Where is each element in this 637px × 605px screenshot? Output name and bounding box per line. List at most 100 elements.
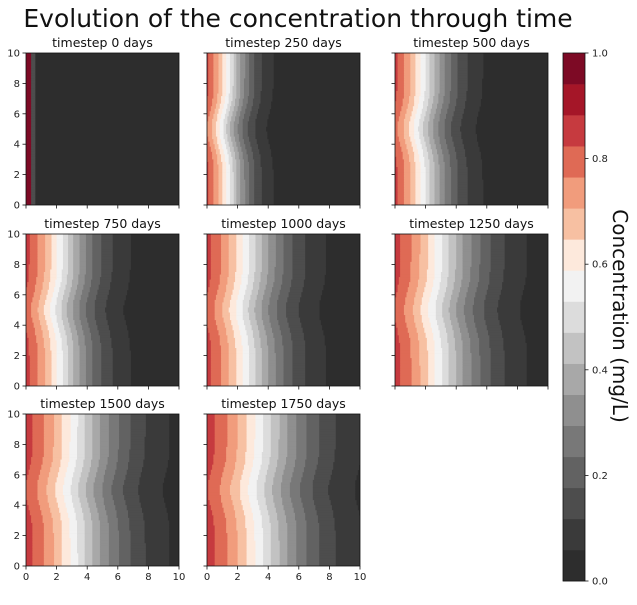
contour-band bbox=[456, 266, 463, 270]
contour-band bbox=[261, 58, 274, 61]
contour-band bbox=[94, 312, 107, 316]
contour-band bbox=[61, 520, 70, 524]
contour-band bbox=[37, 360, 46, 364]
contour-band bbox=[29, 261, 38, 265]
contour-band bbox=[466, 161, 483, 165]
contour-band bbox=[85, 310, 96, 313]
contour-band bbox=[221, 249, 230, 253]
contour-band bbox=[395, 116, 400, 120]
contour-band bbox=[456, 236, 463, 240]
contour-band bbox=[252, 282, 260, 286]
contour-band bbox=[43, 416, 55, 420]
contour-band bbox=[26, 310, 32, 313]
contour-band bbox=[215, 123, 221, 127]
contour-band bbox=[31, 103, 36, 107]
contour-band bbox=[221, 378, 230, 382]
contour-band bbox=[236, 269, 244, 273]
contour-band bbox=[61, 429, 72, 433]
contour-band bbox=[26, 192, 32, 196]
contour-band bbox=[217, 96, 222, 99]
contour-band bbox=[409, 131, 415, 135]
contour-band bbox=[465, 103, 481, 107]
contour-band bbox=[51, 264, 57, 268]
contour-band bbox=[29, 259, 38, 263]
contour-band bbox=[425, 60, 430, 64]
contour-band bbox=[45, 355, 52, 359]
contour-band bbox=[261, 182, 274, 186]
contour-band bbox=[444, 182, 452, 186]
contour-band bbox=[229, 199, 235, 203]
panel-frame bbox=[394, 52, 549, 206]
contour-band bbox=[84, 335, 92, 339]
contour-band bbox=[221, 256, 230, 260]
contour-band bbox=[247, 277, 255, 280]
contour-band bbox=[43, 307, 51, 311]
contour-band bbox=[448, 266, 457, 270]
contour-band bbox=[37, 264, 46, 268]
contour-band bbox=[117, 459, 130, 463]
contour-band bbox=[113, 474, 126, 478]
contour-band bbox=[226, 80, 231, 84]
contour-band bbox=[50, 302, 57, 306]
contour-band bbox=[444, 194, 452, 198]
contour-band bbox=[50, 279, 56, 283]
contour-band bbox=[444, 199, 452, 203]
contour-band bbox=[429, 299, 437, 303]
contour-band bbox=[480, 236, 492, 240]
contour-band bbox=[45, 261, 52, 265]
contour-band bbox=[79, 378, 87, 382]
contour-band bbox=[261, 375, 269, 379]
contour-band bbox=[269, 320, 279, 324]
contour-band bbox=[69, 530, 78, 534]
contour-band bbox=[117, 452, 130, 455]
contour-band bbox=[448, 350, 457, 354]
contour-band bbox=[438, 101, 444, 105]
contour-band bbox=[31, 302, 40, 306]
contour-band bbox=[210, 363, 222, 367]
contour-band bbox=[395, 277, 400, 280]
contour-band bbox=[411, 239, 421, 242]
contour-band bbox=[305, 340, 325, 344]
contour-band bbox=[456, 246, 463, 250]
contour-band bbox=[26, 164, 32, 168]
contour-band bbox=[254, 174, 263, 178]
contour-band bbox=[45, 363, 52, 367]
contour-band bbox=[255, 123, 268, 127]
contour-band bbox=[54, 287, 60, 291]
contour-band bbox=[222, 60, 227, 64]
contour-band bbox=[444, 91, 451, 94]
contour-band bbox=[486, 325, 502, 329]
contour-band bbox=[255, 360, 263, 364]
contour-band bbox=[457, 88, 469, 92]
contour-band bbox=[466, 159, 483, 163]
contour-band bbox=[56, 479, 65, 483]
contour-band bbox=[108, 454, 119, 458]
contour-band bbox=[207, 269, 212, 273]
contour-band bbox=[237, 146, 242, 150]
contour-band bbox=[240, 75, 246, 79]
contour-band bbox=[300, 317, 320, 321]
contour-band bbox=[73, 360, 80, 364]
contour-band bbox=[238, 139, 245, 143]
contour-band bbox=[292, 239, 306, 242]
contour-band bbox=[397, 70, 405, 74]
contour-band bbox=[31, 304, 40, 308]
contour-band bbox=[73, 264, 80, 268]
contour-band bbox=[282, 340, 293, 344]
contour-band bbox=[26, 251, 31, 255]
contour-band bbox=[226, 123, 231, 127]
contour-band bbox=[490, 264, 506, 268]
contour-band bbox=[261, 194, 274, 198]
contour-band bbox=[228, 360, 237, 364]
contour-band bbox=[278, 294, 289, 298]
contour-band bbox=[99, 452, 110, 455]
contour-band bbox=[51, 244, 57, 248]
contour-band bbox=[255, 239, 263, 242]
contour-band bbox=[249, 239, 256, 242]
contour-band bbox=[85, 249, 93, 253]
contour-band bbox=[291, 332, 305, 336]
contour-band bbox=[419, 254, 429, 258]
contour-band bbox=[268, 236, 277, 240]
contour-band bbox=[457, 68, 469, 72]
contour-band bbox=[448, 383, 457, 386]
